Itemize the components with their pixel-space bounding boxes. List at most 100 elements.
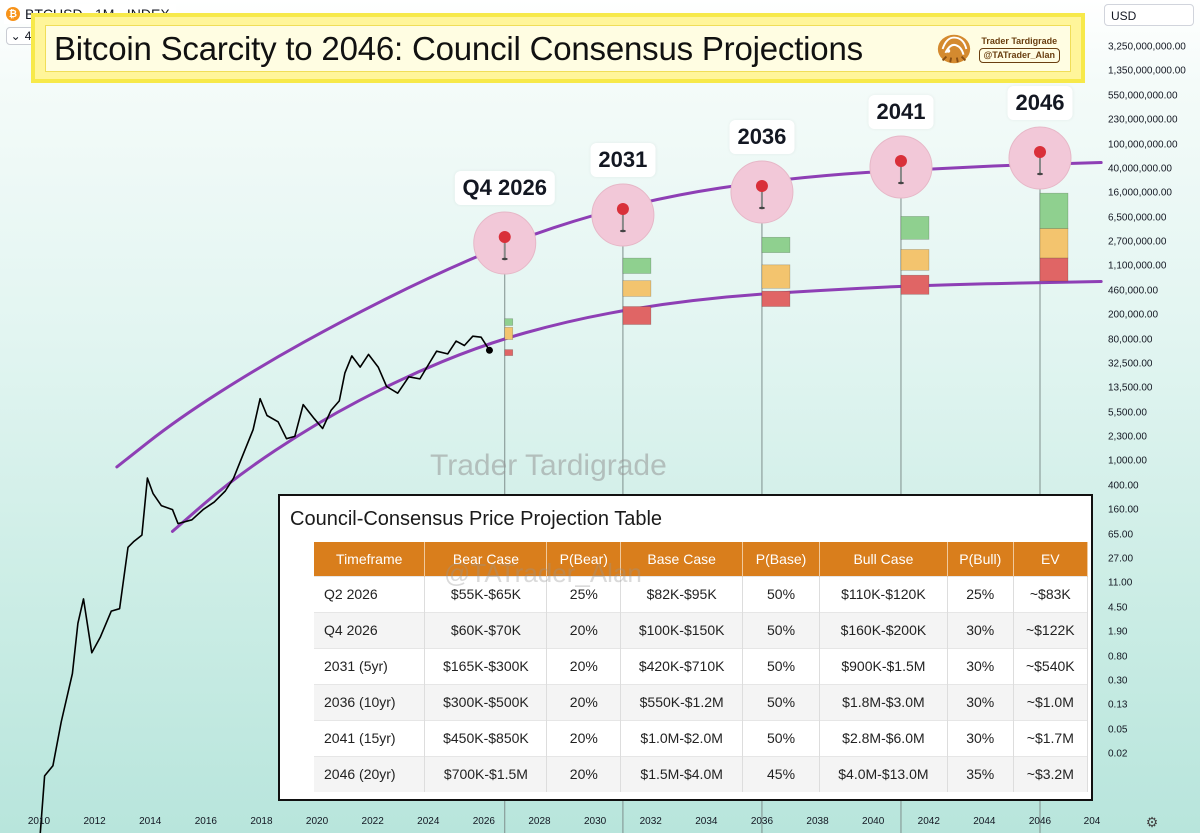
table-header-cell: P(Base): [742, 542, 820, 576]
price-tick: 550,000,000.00: [1108, 90, 1178, 102]
zone-base-4: [1039, 228, 1069, 259]
pin-icon-4: [1034, 146, 1046, 158]
zone-base-1: [622, 280, 652, 297]
zone-bear-3: [900, 274, 930, 295]
title-inner: Bitcoin Scarcity to 2046: Council Consen…: [45, 25, 1071, 72]
table-cell: $450K-$850K: [424, 719, 548, 756]
table-cell: $1.0M-$2.0M: [620, 719, 744, 756]
projection-table: Timeframe Bear Case P(Bear) Base Case P(Base…: [314, 542, 1089, 792]
table-cell: Q2 2026: [314, 575, 426, 612]
table-cell: Q4 2026: [314, 611, 426, 648]
zone-bear-1: [622, 306, 652, 325]
year-label-0: Q4 2026: [454, 171, 555, 205]
price-tick: 65.00: [1108, 529, 1134, 541]
table-cell: 25%: [546, 575, 622, 612]
zone-bull-4: [1039, 192, 1069, 229]
table-cell: 20%: [546, 683, 622, 720]
zone-bull-2: [761, 236, 791, 253]
time-tick: 2024: [417, 816, 440, 827]
price-tick: 13,500.00: [1108, 382, 1153, 394]
price-tick: 40,000,000.00: [1108, 163, 1172, 175]
page-title: Bitcoin Scarcity to 2046: Council Consen…: [54, 30, 863, 67]
table-cell: 2036 (10yr): [314, 683, 426, 720]
zone-bear-0: [504, 349, 514, 356]
table-cell: $60K-$70K: [424, 611, 548, 648]
table-cell: $700K-$1.5M: [424, 755, 548, 792]
indicator-toggle[interactable]: ⌄ 4: [6, 27, 36, 45]
watermark: Trader Tardigrade: [430, 449, 667, 482]
zone-bear-2: [761, 290, 791, 307]
pin-base-2: [758, 206, 765, 210]
year-label-2: 2036: [729, 120, 795, 154]
table-cell: $420K-$710K: [620, 647, 744, 684]
time-tick: 2022: [361, 816, 384, 827]
currency-selector[interactable]: USD: [1104, 4, 1194, 26]
projection-zones: [504, 192, 1069, 356]
table-cell: $1.8M-$3.0M: [819, 683, 948, 720]
table-header-row: Timeframe Bear Case P(Bear) Base Case P(Base…: [314, 542, 1089, 576]
time-tick: 2030: [583, 816, 607, 827]
zone-base-3: [900, 249, 930, 271]
table-cell: $165K-$300K: [424, 647, 548, 684]
time-tick: 2034: [695, 816, 718, 827]
price-tick: 1,000.00: [1108, 455, 1147, 467]
table-cell: 35%: [947, 755, 1014, 792]
time-tick: 2044: [973, 816, 996, 827]
zone-base-0: [504, 327, 514, 340]
table-cell: 50%: [742, 719, 820, 756]
price-tick: 0.80: [1108, 651, 1128, 662]
time-tick: 2026: [472, 816, 495, 827]
pin-icon-2: [755, 180, 768, 192]
projection-markers: [473, 126, 1072, 275]
time-tick: 2028: [528, 816, 551, 827]
time-tick: 204: [1083, 816, 1101, 827]
time-tick: 2036: [750, 816, 774, 827]
table-cell: $550K-$1.2M: [620, 683, 744, 720]
tardigrade-icon: [937, 34, 970, 64]
time-tick: 2042: [917, 816, 940, 827]
table-cell: $110K-$120K: [819, 575, 948, 612]
table-cell: ~$122K: [1013, 611, 1089, 648]
logo-handle: @TATrader_Alan: [978, 48, 1060, 63]
table-row: 2041 (15yr) $450K-$850K 20% $1.0M-$2.0M 50% $…: [314, 719, 1089, 756]
table-row: 2046 (20yr) $700K-$1.5M 20% $1.5M-$4.0M 45% $…: [314, 755, 1089, 792]
title-banner: Bitcoin Scarcity to 2046: Council Consen…: [31, 13, 1085, 83]
table-cell: 50%: [742, 683, 820, 720]
last-price-dot: [485, 346, 493, 354]
table-cell: $900K-$1.5M: [819, 647, 948, 684]
year-label-4: 2046: [1007, 86, 1073, 120]
price-tick: 0.30: [1108, 675, 1128, 687]
price-tick: 2,300.00: [1108, 431, 1147, 443]
table-cell: ~$3.2M: [1013, 755, 1089, 792]
gear-icon[interactable]: ⚙: [1145, 814, 1159, 830]
table-cell: ~$1.7M: [1013, 719, 1089, 756]
price-tick: 32,500.00: [1108, 358, 1153, 370]
price-tick: 6,500,000.00: [1108, 212, 1167, 224]
table-row: 2036 (10yr) $300K-$500K 20% $550K-$1.2M 50% $…: [314, 683, 1089, 720]
indicator-count: 4: [24, 29, 32, 43]
zone-bear-4: [1039, 257, 1069, 282]
table-cell: 20%: [546, 755, 622, 792]
table-row: Q2 2026 $55K-$65K 25% $82K-$95K 50% $110K-$12…: [314, 575, 1089, 612]
pin-icon-3: [894, 155, 907, 167]
projection-table-panel: Council-Consensus Price Projection Table…: [278, 494, 1093, 801]
table-cell: $2.8M-$6.0M: [819, 719, 948, 756]
time-tick: 2018: [250, 816, 273, 827]
price-tick: 460,000.00: [1108, 285, 1159, 297]
table-header-cell: Timeframe: [314, 542, 426, 576]
logo-text: Trader Tardigrade @TATrader_Alan: [978, 35, 1060, 63]
price-tick: 5,500.00: [1108, 407, 1147, 419]
price-tick: 11.00: [1108, 577, 1133, 589]
time-tick: 2040: [862, 816, 885, 827]
time-tick: 2046: [1028, 816, 1052, 827]
time-tick: 2020: [305, 816, 329, 827]
price-tick: 1.90: [1108, 626, 1128, 638]
pin-icon-0: [498, 231, 511, 243]
channel-lower-line: [170, 279, 1103, 533]
table-title: Council-Consensus Price Projection Table: [290, 508, 663, 530]
table-cell: $4.0M-$13.0M: [819, 755, 948, 792]
year-label-1: 2031: [590, 143, 656, 177]
table-header-cell: Base Case: [620, 542, 744, 576]
table-cell: 25%: [947, 575, 1014, 612]
